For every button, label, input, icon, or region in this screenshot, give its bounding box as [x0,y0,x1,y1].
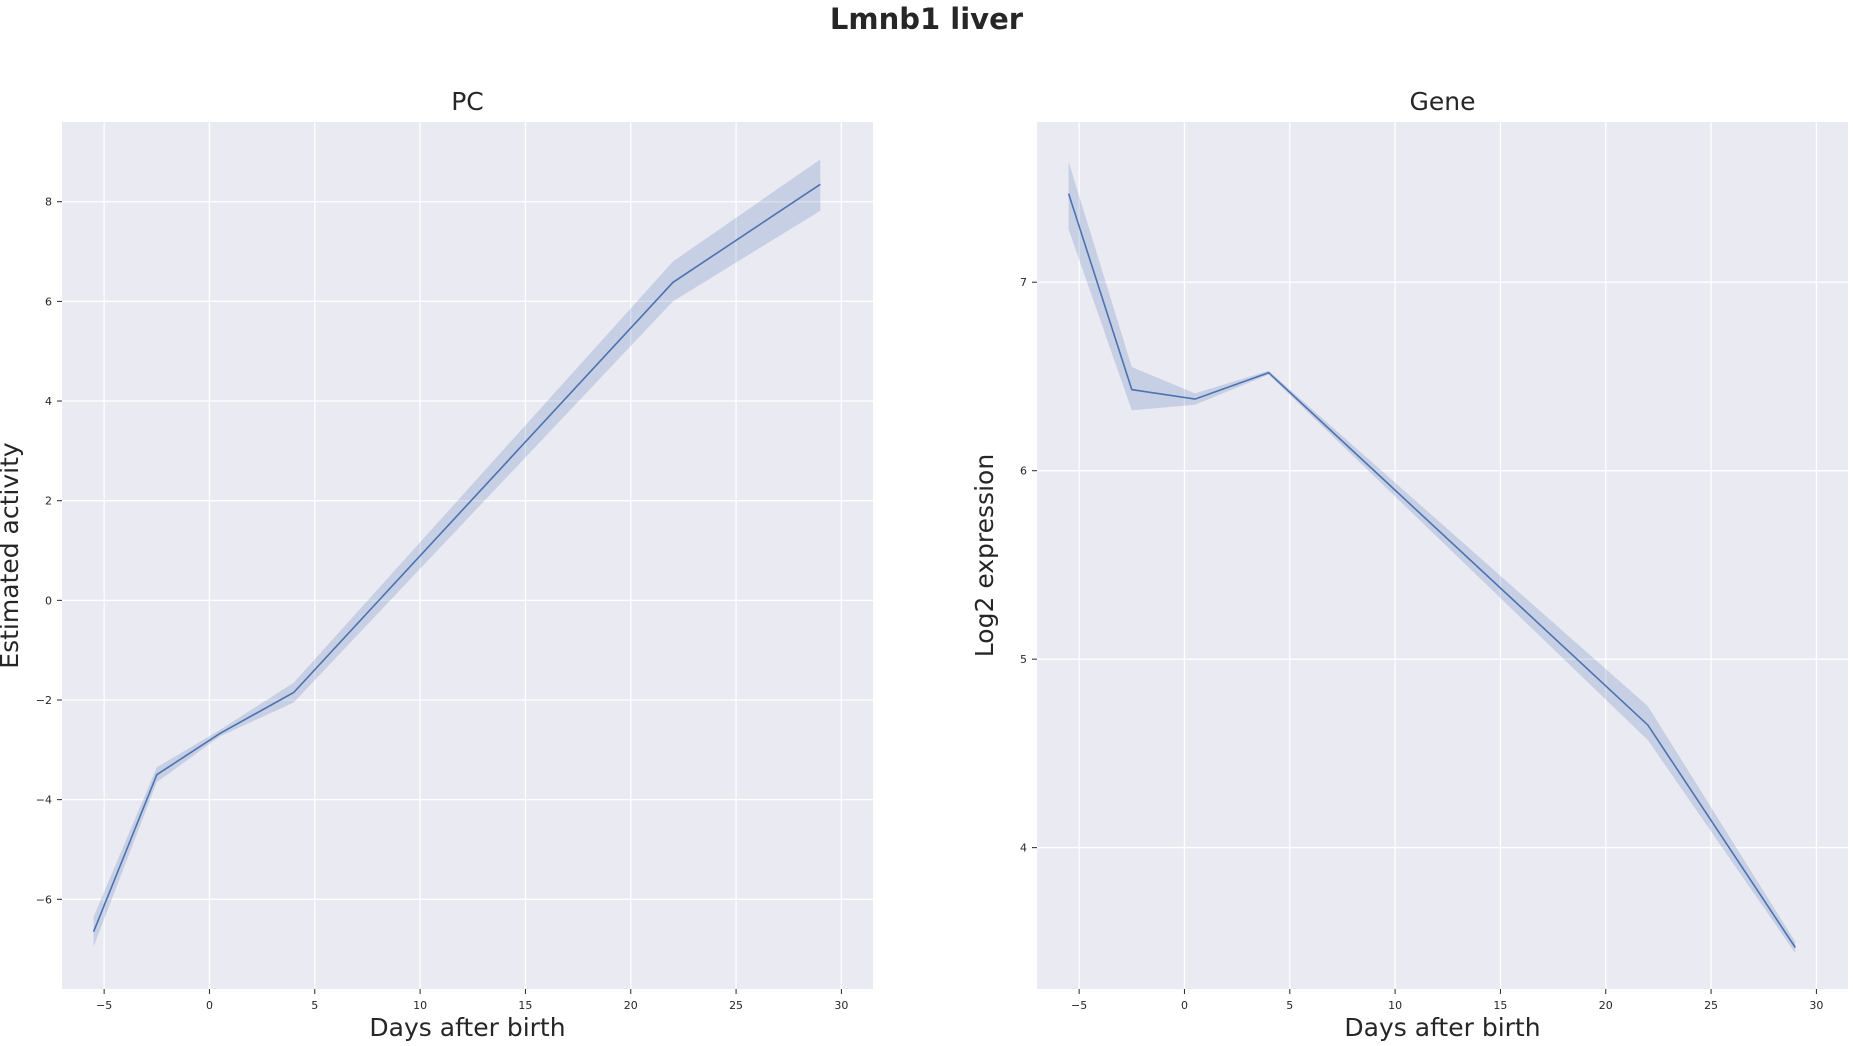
pc-x-tick-label: 20 [624,999,638,1012]
gene-series-line [1067,193,1796,948]
panel-gene: −5 0 5 10 15 20 25 30 4 5 6 7 Gene Days after birth Lo… [970,87,1848,1042]
pc-x-axis-title: Days after birth [369,1013,565,1042]
gene-x-tick-label: 20 [1599,999,1613,1012]
gene-x-tick-label: 30 [1809,999,1823,1012]
pc-y-tick-label: −6 [36,893,52,906]
gene-y-tick-label: 4 [1020,842,1027,855]
pc-x-tick-label: 30 [834,999,848,1012]
pc-x-tick-label: 15 [518,999,532,1012]
pc-y-tick-label: 6 [45,295,52,308]
gene-x-tick-label: 10 [1388,999,1402,1012]
pc-x-tick-label: −5 [96,999,112,1012]
pc-y-tick-label: 0 [45,594,52,607]
pc-y-tick-label: −4 [36,794,52,807]
pc-series-line [92,183,821,932]
pc-panel-title: PC [451,87,484,116]
panel-pc: −5 0 5 10 15 20 25 30 −6 −4 −2 0 2 4 6 8 PC Days after bi… [0,87,873,1042]
figure-title: Lmnb1 liver [829,2,1024,36]
pc-y-tick-label: 2 [45,495,52,508]
gene-plot-area [1037,122,1848,989]
gene-x-tick-label: 25 [1704,999,1718,1012]
pc-x-tick-label: 25 [729,999,743,1012]
pc-y-tick-label: −2 [36,694,52,707]
pc-y-tick-label: 4 [45,395,52,408]
gene-x-tick-label: 5 [1286,999,1293,1012]
pc-x-tick-label: 10 [413,999,427,1012]
gene-y-tick-label: 7 [1020,276,1027,289]
pc-confidence-band [93,159,821,947]
pc-x-tick-label: 0 [206,999,213,1012]
pc-plot-area [62,122,873,989]
gene-y-axis-title: Log2 expression [970,454,999,657]
pc-y-tick-label: 8 [45,196,52,209]
pc-x-tick-label: 5 [311,999,318,1012]
gene-y-tick-label: 5 [1020,653,1027,666]
gene-x-tick-label: −5 [1071,999,1087,1012]
gene-x-axis-title: Days after birth [1344,1013,1540,1042]
gene-x-tick-label: 0 [1181,999,1188,1012]
gene-panel-title: Gene [1410,87,1476,116]
pc-y-axis-title: Estimated activity [0,442,24,669]
gene-y-tick-label: 6 [1020,465,1027,478]
gene-x-tick-label: 15 [1493,999,1507,1012]
